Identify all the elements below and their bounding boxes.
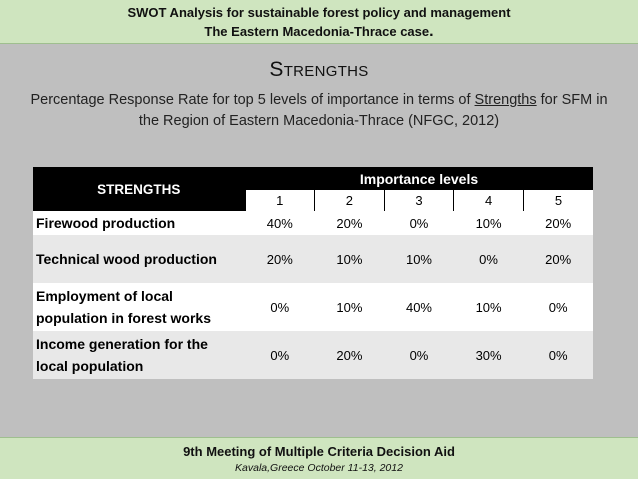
row-label: Employment of local population in forest…	[33, 283, 245, 331]
row-label: Technical wood production	[33, 235, 245, 283]
footer-banner: 9th Meeting of Multiple Criteria Decisio…	[0, 437, 638, 479]
table-header-row: STRENGTHS Importance levels	[33, 167, 593, 211]
footer-title: 9th Meeting of Multiple Criteria Decisio…	[183, 444, 455, 459]
cell-value: 20%	[245, 235, 315, 283]
cell-value: 10%	[384, 235, 454, 283]
cell-value: 40%	[384, 283, 454, 331]
level-header-3: 3	[383, 190, 454, 211]
cell-value: 0%	[245, 331, 315, 379]
cell-value: 0%	[523, 283, 593, 331]
cell-value: 20%	[314, 331, 385, 379]
row-label: Income generation for the local populati…	[33, 331, 245, 379]
cell-value: 0%	[384, 211, 454, 235]
header-banner: SWOT Analysis for sustainable forest pol…	[0, 0, 638, 44]
level-header-1: 1	[244, 190, 315, 211]
cell-value: 0%	[453, 235, 524, 283]
table-row: Technical wood production 20% 10% 10% 0%…	[33, 235, 593, 283]
cell-value: 40%	[245, 211, 315, 235]
row-label: Firewood production	[33, 211, 245, 235]
corner-header: STRENGTHS	[33, 167, 245, 211]
cell-value: 0%	[245, 283, 315, 331]
cell-value: 10%	[453, 283, 524, 331]
importance-levels-header: Importance levels	[245, 167, 593, 191]
header-title: SWOT Analysis for sustainable forest pol…	[127, 5, 511, 20]
header-subtitle-text: The Eastern Macedonia-Thrace case	[204, 24, 430, 39]
cell-value: 20%	[314, 211, 385, 235]
level-header-5: 5	[522, 190, 593, 211]
cell-value: 30%	[453, 331, 524, 379]
strengths-table: STRENGTHS Importance levels 1 2 3 4 5 Fi…	[33, 167, 593, 379]
subtitle-underlined: Strengths	[474, 92, 537, 108]
cell-value: 20%	[523, 211, 593, 235]
cell-value: 10%	[314, 283, 385, 331]
levels-row: 1 2 3 4 5	[33, 190, 593, 211]
header-subtitle: The Eastern Macedonia-Thrace case.	[0, 23, 638, 41]
header-subtitle-period: .	[429, 23, 434, 40]
level-header-4: 4	[453, 190, 524, 211]
footer-subtitle: Kavala,Greece October 11-13, 2012	[235, 462, 403, 474]
cell-value: 0%	[384, 331, 454, 379]
subtitle-part2: for SFM in the Region of Eastern Macedon…	[138, 92, 608, 129]
cell-value: 20%	[523, 235, 593, 283]
cell-value: 10%	[314, 235, 385, 283]
subtitle-part1: Percentage Response Rate for top 5 level…	[30, 92, 475, 108]
table-row: Firewood production 40% 20% 0% 10% 20%	[33, 211, 593, 235]
slide-title: Strengths	[269, 58, 369, 81]
table-row: Income generation for the local populati…	[33, 331, 593, 379]
cell-value: 0%	[523, 331, 593, 379]
level-header-2: 2	[314, 190, 385, 211]
cell-value: 10%	[453, 211, 524, 235]
slide-subtitle: Percentage Response Rate for top 5 level…	[20, 90, 618, 132]
table-row: Employment of local population in forest…	[33, 283, 593, 331]
